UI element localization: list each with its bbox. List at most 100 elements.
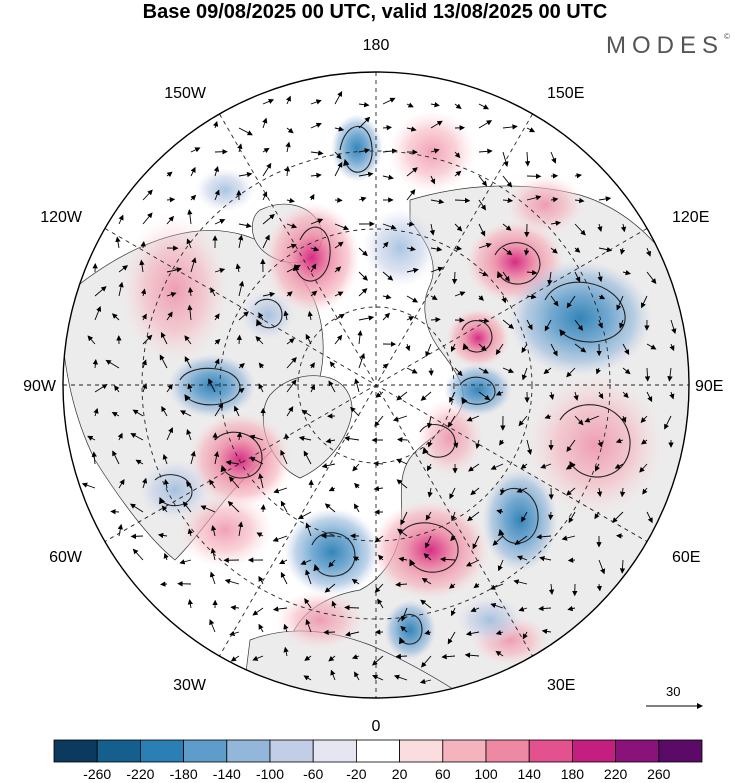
wind-vector (238, 363, 245, 369)
wind-vector (309, 362, 315, 369)
wind-vector (262, 98, 275, 105)
wind-vector (502, 319, 514, 329)
wind-vector (310, 122, 322, 129)
wind-vector (382, 241, 389, 249)
wind-vector (163, 552, 169, 561)
wind-vector (142, 212, 153, 225)
wind-vector (141, 477, 148, 489)
wind-vector (354, 482, 360, 489)
wind-vector (420, 599, 432, 609)
wind-vector (430, 175, 436, 185)
wind-vector (334, 266, 342, 273)
brand-name: MODES (606, 32, 725, 59)
wind-vector (214, 338, 221, 345)
wind-vector (453, 439, 459, 449)
wind-vector (419, 678, 432, 685)
wind-vector (105, 359, 120, 369)
wind-vector (161, 406, 168, 417)
wind-vector (521, 367, 528, 381)
lon-label-150e: 150E (547, 85, 584, 102)
wind-vector (454, 151, 461, 159)
wind-vector (544, 413, 552, 420)
wind-vector (235, 263, 241, 273)
wind-vector (166, 197, 176, 203)
wind-vector (521, 343, 528, 354)
wind-vector (187, 287, 194, 297)
wind-vector (447, 415, 456, 428)
wind-vector (574, 197, 585, 204)
colorbar-label: 140 (517, 766, 541, 782)
wind-vector (94, 384, 108, 393)
wind-vector (130, 533, 144, 540)
wind-vector (334, 313, 345, 321)
wind-vector (430, 102, 440, 108)
wind-vector (596, 583, 602, 592)
wind-vector (307, 310, 313, 321)
wind-vector (118, 214, 124, 225)
wind-vector (351, 654, 360, 660)
wind-vector (538, 605, 552, 612)
colorbar-swatch (53, 739, 98, 763)
wind-vector (421, 655, 432, 668)
wind-vector (382, 174, 394, 180)
wind-vector (184, 335, 192, 345)
map-border (62, 71, 690, 699)
colorbar-swatch (528, 739, 573, 763)
wind-vector (111, 313, 120, 321)
wind-vector (395, 581, 408, 588)
negative-anomaly (444, 364, 512, 416)
wind-vector (258, 473, 264, 489)
wind-vector (334, 91, 343, 105)
wind-vector (454, 245, 463, 251)
wind-vector (303, 675, 312, 681)
wind-vector (310, 246, 320, 252)
wind-vector (395, 653, 408, 660)
wind-vector (117, 432, 123, 441)
wind-vector (640, 415, 648, 423)
wind-vector (166, 427, 174, 441)
wind-vector (478, 343, 487, 352)
wind-vector (396, 458, 408, 465)
wind-vector (117, 523, 123, 537)
wind-vector (502, 151, 509, 167)
wind-vector (516, 487, 528, 493)
wind-vector (492, 535, 504, 546)
wind-vector (214, 267, 226, 274)
wind-vector (478, 148, 493, 154)
wind-vector (496, 509, 504, 515)
graticule (63, 72, 689, 698)
wind-vector (584, 415, 600, 423)
lon-label-120e: 120E (672, 209, 709, 226)
wind-vector (550, 220, 562, 226)
wind-vector (397, 528, 408, 537)
wind-vector (262, 147, 270, 154)
wind-vector (405, 343, 411, 352)
wind-vector (616, 295, 624, 311)
wind-vector (112, 450, 120, 465)
wind-vector (301, 409, 312, 417)
wind-vector (550, 247, 558, 254)
wind-vector (449, 391, 456, 403)
wind-vector (182, 501, 192, 513)
wind-vector (285, 141, 291, 153)
wind-vector (497, 559, 504, 572)
wind-vector (454, 367, 463, 377)
wind-vector (502, 124, 518, 130)
colorbar-swatch (485, 739, 530, 763)
wind-vector (406, 167, 418, 177)
colorbar-label: 220 (603, 766, 628, 782)
wind-vector (135, 459, 144, 465)
wind-vector (547, 271, 553, 286)
wind-vector (478, 295, 484, 301)
wind-vector (304, 655, 312, 661)
wind-vector (426, 415, 433, 429)
wind-vector (184, 356, 192, 369)
wind-vector (646, 391, 653, 403)
wind-vector (450, 343, 456, 353)
wind-vector (574, 415, 584, 426)
wind-vector (541, 628, 552, 635)
wind-vector (478, 120, 493, 129)
wind-vector (478, 367, 489, 374)
wind-vector (566, 367, 576, 378)
wind-vector (420, 391, 432, 401)
